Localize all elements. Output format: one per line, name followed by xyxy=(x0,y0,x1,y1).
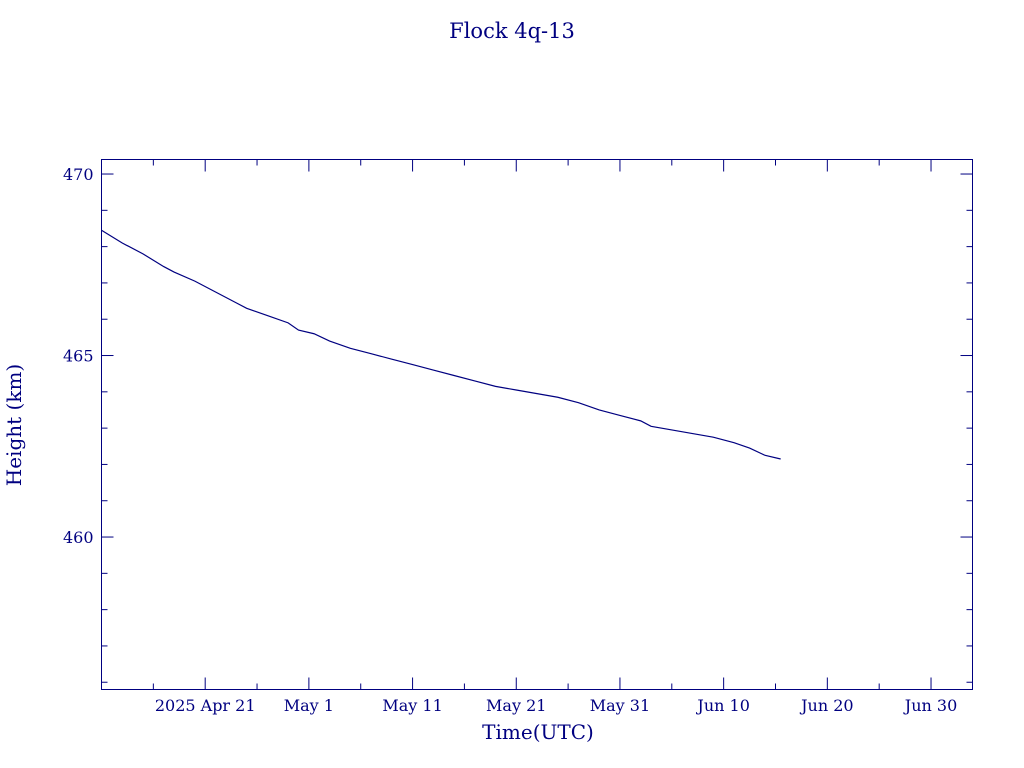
height-series-line xyxy=(101,229,781,460)
chart-title: Flock 4q-13 xyxy=(449,19,575,43)
y-axis-label: Height (km) xyxy=(2,364,26,486)
ticks xyxy=(101,159,973,690)
x-tick-label: May 21 xyxy=(486,696,546,715)
y-tick-label: 465 xyxy=(63,347,94,366)
x-tick-label: Jun 30 xyxy=(903,696,957,715)
y-tick-label: 470 xyxy=(63,165,94,184)
x-tick-label: 2025 Apr 21 xyxy=(155,696,256,715)
tick-labels: 2025 Apr 21 May 1 May 11 May 21 May 31 Jun 10… xyxy=(63,165,957,715)
x-tick-label: May 1 xyxy=(284,696,334,715)
y-tick-label: 460 xyxy=(63,528,94,547)
x-tick-label: Jun 20 xyxy=(799,696,853,715)
x-tick-label: May 31 xyxy=(590,696,650,715)
x-tick-label: May 11 xyxy=(382,696,442,715)
x-tick-label: Jun 10 xyxy=(695,696,749,715)
plot-frame xyxy=(101,159,973,690)
x-axis-label: Time(UTC) xyxy=(482,720,594,744)
